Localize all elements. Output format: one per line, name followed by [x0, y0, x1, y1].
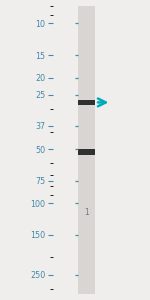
- Bar: [78, 100, 94, 105]
- Bar: [78, 6, 94, 294]
- Bar: [78, 149, 94, 155]
- Text: 1: 1: [84, 208, 88, 217]
